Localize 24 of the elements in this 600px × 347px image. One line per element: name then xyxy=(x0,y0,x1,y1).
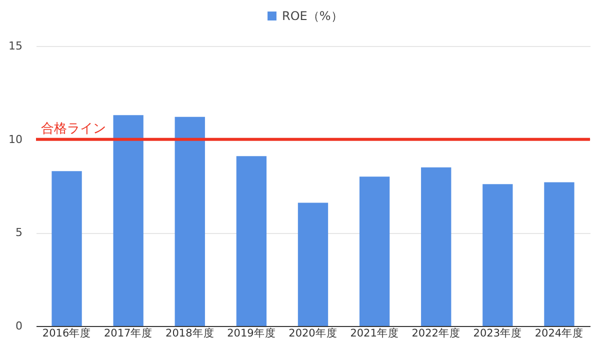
legend-label: ROE（%） xyxy=(282,9,343,23)
bar xyxy=(113,115,144,326)
bar xyxy=(236,156,267,326)
bar xyxy=(52,171,82,326)
y-tick-label: 10 xyxy=(8,132,22,146)
x-tick-label: 2019年度 xyxy=(227,326,276,340)
ref-line-label: 合格ライン xyxy=(41,121,106,136)
x-tick-label: 2017年度 xyxy=(104,326,153,340)
x-tick-label: 2018年度 xyxy=(166,326,214,340)
x-tick-label: 2016年度 xyxy=(42,326,92,340)
bar xyxy=(174,116,205,326)
x-tick-label: 2022年度 xyxy=(412,326,460,340)
x-tick-label: 2024年度 xyxy=(534,326,584,340)
x-tick-label: 2023年度 xyxy=(473,326,522,340)
bar xyxy=(421,167,452,326)
y-tick-label: 0 xyxy=(16,320,22,332)
y-tick-label: 5 xyxy=(16,226,22,240)
bar xyxy=(482,184,513,326)
x-tick-label: 2020年度 xyxy=(288,326,338,340)
y-tick-label: 15 xyxy=(8,40,22,52)
bar xyxy=(359,176,390,326)
bar xyxy=(298,202,328,326)
x-tick-label: 2021年度 xyxy=(350,326,399,340)
bar xyxy=(544,182,574,326)
